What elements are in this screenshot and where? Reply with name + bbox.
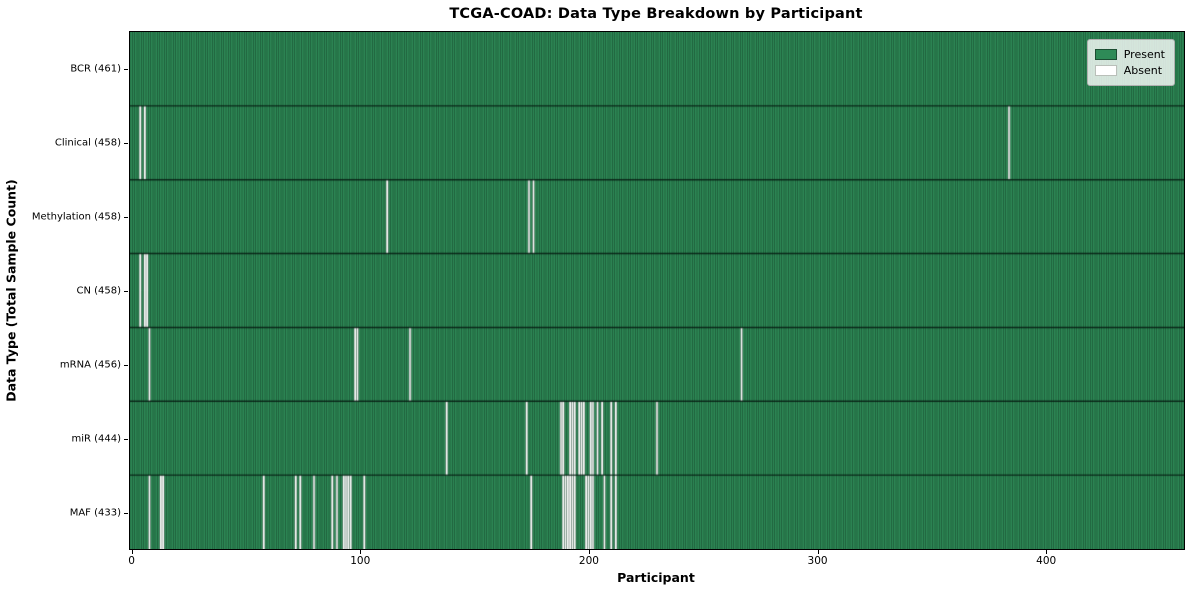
y-tick-label-Clinical: Clinical (458) <box>54 137 121 149</box>
x-tick-mark <box>131 549 133 554</box>
y-tick-mark <box>124 143 128 145</box>
present-swatch-icon <box>1094 49 1117 60</box>
y-tick-label-mRNA: mRNA (456) <box>59 359 121 371</box>
plot-area: Present Absent <box>129 31 1185 550</box>
y-tick-mark <box>124 438 128 440</box>
y-tick-mark <box>124 291 128 292</box>
chart-title: TCGA-COAD: Data Type Breakdown by Partic… <box>449 6 863 22</box>
x-tick-mark <box>817 549 819 554</box>
legend: Present Absent <box>1086 39 1175 86</box>
x-tick-mark <box>360 549 362 554</box>
y-tick-mark <box>124 364 128 366</box>
y-axis-label: Data Type (Total Sample Count) <box>3 179 19 402</box>
y-tick-label-miR: miR (444) <box>71 433 121 445</box>
legend-label-present: Present <box>1123 48 1165 61</box>
y-tick-label-CN: CN (458) <box>76 285 121 297</box>
x-tick-label: 300 <box>807 555 828 567</box>
x-tick-mark <box>588 549 590 554</box>
y-tick-label-MAF: MAF (433) <box>69 507 121 519</box>
y-tick-label-Methylation: Methylation (458) <box>31 211 121 223</box>
x-tick-mark <box>1046 549 1048 554</box>
legend-item-absent: Absent <box>1094 64 1165 77</box>
x-tick-label: 100 <box>350 555 371 567</box>
y-tick-label-BCR: BCR (461) <box>70 63 121 75</box>
y-tick-mark <box>124 512 128 514</box>
legend-label-absent: Absent <box>1123 64 1163 77</box>
absent-swatch-icon <box>1094 65 1117 76</box>
x-tick-label: 0 <box>128 555 135 567</box>
y-tick-mark <box>124 217 128 219</box>
legend-item-present: Present <box>1094 48 1165 61</box>
heatmap-canvas <box>130 32 1184 549</box>
x-tick-label: 400 <box>1036 555 1057 567</box>
y-tick-mark <box>124 69 128 71</box>
x-axis-label: Participant <box>617 570 695 585</box>
x-tick-label: 200 <box>578 555 599 567</box>
